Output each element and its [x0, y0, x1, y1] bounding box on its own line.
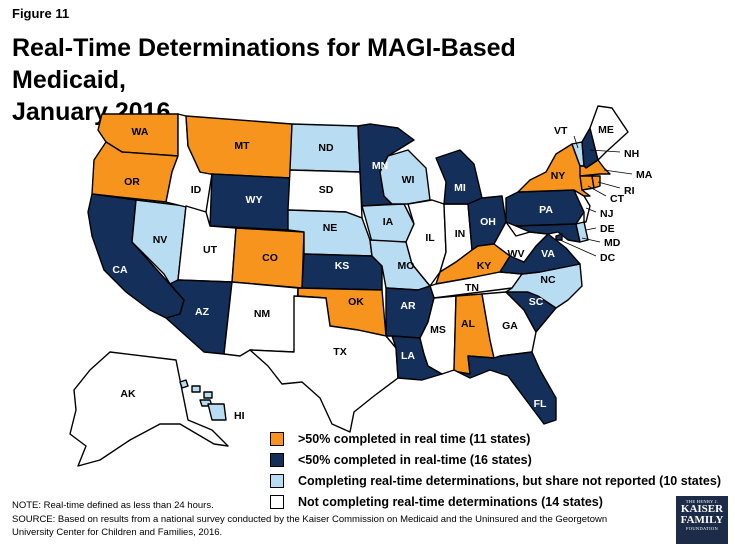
state-label-tx: TX: [333, 346, 346, 358]
state-label-ok: OK: [348, 296, 364, 308]
state-label-or: OR: [124, 176, 140, 188]
leader-line: [581, 237, 601, 243]
state-label-dc: DC: [600, 252, 616, 264]
state-label-nv: NV: [153, 234, 168, 246]
source-text: SOURCE: Based on results from a national…: [12, 513, 652, 539]
leader-line: [603, 169, 633, 175]
legend-swatch-light-blue: [270, 473, 284, 488]
state-label-va: VA: [541, 248, 555, 260]
source-line-2: University Center for Children and Famil…: [12, 527, 223, 538]
state-label-pa: PA: [539, 204, 553, 216]
state-label-mi: MI: [454, 182, 466, 194]
kff-logo: THE HENRY J. KAISER FAMILY FOUNDATION: [676, 496, 728, 544]
state-md: [515, 223, 581, 243]
state-label-md: MD: [604, 237, 621, 249]
state-label-fl: FL: [534, 398, 547, 410]
state-label-nh: NH: [624, 148, 639, 160]
legend-swatch-navy: [270, 452, 284, 467]
legend-item-over50: >50% completed in real time (11 states): [270, 428, 721, 449]
legend-item-not-completing: Not completing real-time determinations …: [270, 491, 721, 512]
leader-line: [573, 135, 579, 149]
state-label-sc: SC: [529, 296, 544, 308]
state-fl: [457, 351, 557, 425]
state-label-ak: AK: [120, 388, 136, 400]
state-label-az: AZ: [195, 306, 210, 318]
legend-label: Completing real-time determinations, but…: [298, 473, 721, 488]
state-label-ar: AR: [400, 300, 416, 312]
note-text: NOTE: Real-time defined as less than 24 …: [12, 500, 214, 511]
leader-line: [587, 185, 607, 197]
state-label-co: CO: [262, 252, 278, 264]
state-label-hi: HI: [234, 410, 245, 422]
leader-line: [589, 149, 621, 153]
state-label-ms: MS: [430, 324, 446, 336]
state-label-ut: UT: [203, 244, 218, 256]
state-label-ky: KY: [477, 260, 492, 272]
state-ak: [69, 351, 229, 467]
state-label-la: LA: [401, 350, 415, 362]
state-il: [405, 199, 447, 287]
state-ks: [301, 253, 383, 291]
state-label-in: IN: [455, 228, 466, 240]
state-label-ia: IA: [383, 216, 394, 228]
state-label-ga: GA: [502, 320, 518, 332]
leader-line: [559, 239, 597, 257]
state-label-nm: NM: [254, 308, 271, 320]
state-label-nj: NJ: [600, 208, 614, 220]
figure-label: Figure 11: [12, 6, 70, 21]
legend-label: >50% completed in real time (11 states): [298, 431, 531, 446]
state-label-wa: WA: [132, 126, 149, 138]
state-label-ca: CA: [112, 264, 128, 276]
state-label-tn: TN: [465, 282, 479, 294]
state-ri: [591, 175, 601, 189]
state-tx: [249, 295, 399, 433]
leader-line: [585, 227, 597, 231]
legend-item-not-reported: Completing real-time determinations, but…: [270, 470, 721, 491]
state-label-wy: WY: [246, 194, 263, 206]
state-de: [575, 221, 589, 243]
state-label-nd: ND: [318, 142, 334, 154]
state-label-il: IL: [425, 232, 435, 244]
hawaii-islands: [179, 379, 227, 421]
state-label-vt: VT: [554, 125, 568, 137]
legend-label: <50% completed in real-time (16 states): [298, 452, 532, 467]
state-label-ny: NY: [551, 170, 566, 182]
state-label-nc: NC: [540, 274, 556, 286]
legend-swatch-orange: [270, 431, 284, 446]
logo-line-4: FOUNDATION: [686, 526, 718, 531]
leader-line: [585, 207, 597, 213]
chart-title: Real-Time Determinations for MAGI-Based …: [12, 32, 572, 128]
state-label-ma: MA: [636, 169, 653, 181]
state-label-mt: MT: [234, 140, 250, 152]
title-line-1: Real-Time Determinations for MAGI-Based …: [12, 34, 516, 94]
legend-item-under50: <50% completed in real-time (16 states): [270, 449, 721, 470]
logo-line-2: KAISER: [680, 503, 724, 515]
state-dc: [555, 233, 563, 241]
state-label-mn: MN: [372, 160, 388, 172]
state-label-mo: MO: [398, 260, 415, 272]
state-label-wv: WV: [508, 248, 525, 260]
state-mi: [435, 149, 483, 205]
state-label-de: DE: [600, 223, 615, 235]
state-label-me: ME: [598, 124, 614, 136]
state-label-oh: OH: [480, 216, 496, 228]
legend-swatch-white: [270, 494, 284, 509]
logo-line-1: THE HENRY J.: [685, 499, 719, 504]
state-ms: [419, 295, 457, 375]
leader-line: [597, 181, 621, 189]
state-label-ri: RI: [624, 185, 635, 197]
state-label-sd: SD: [319, 184, 334, 196]
state-label-ks: KS: [335, 260, 350, 272]
legend: >50% completed in real time (11 states) …: [270, 428, 721, 512]
state-label-al: AL: [461, 318, 476, 330]
source-line-1: SOURCE: Based on results from a national…: [12, 514, 608, 525]
state-label-ne: NE: [323, 222, 338, 234]
legend-label: Not completing real-time determinations …: [298, 494, 603, 509]
state-label-ct: CT: [610, 193, 625, 205]
state-label-wi: WI: [402, 174, 415, 186]
state-label-id: ID: [191, 184, 202, 196]
logo-line-3: FAMILY: [680, 514, 724, 526]
